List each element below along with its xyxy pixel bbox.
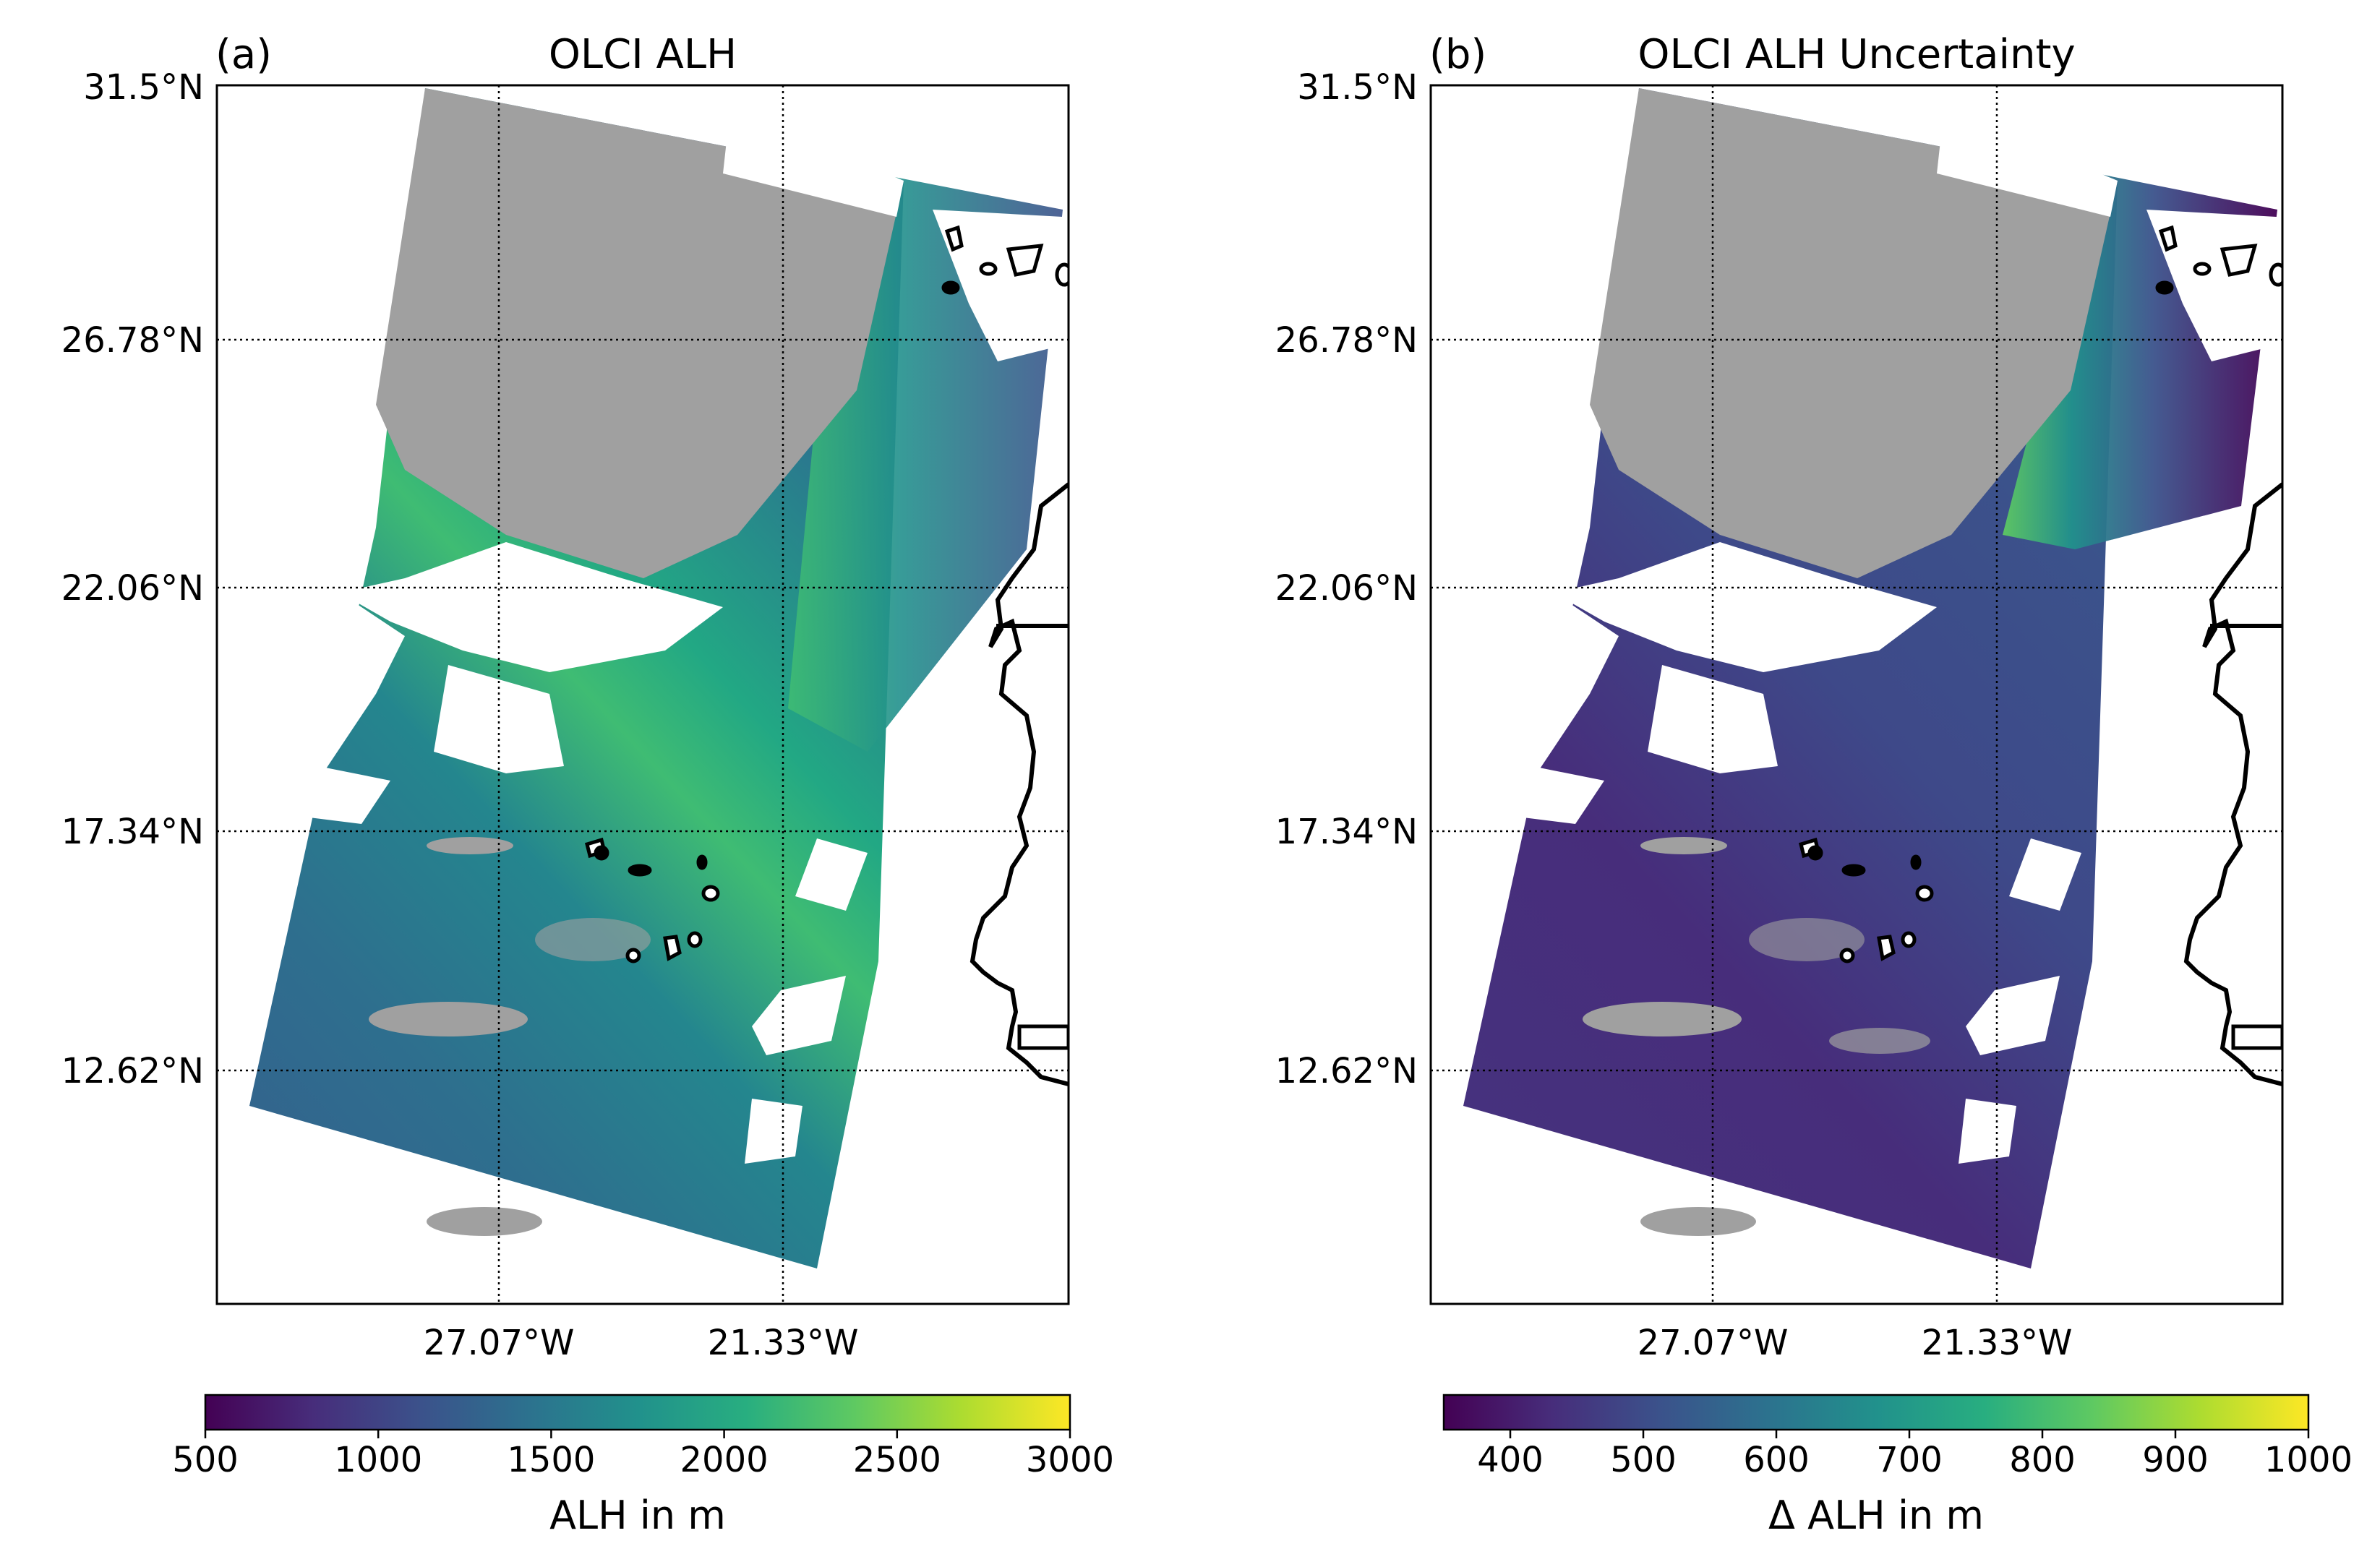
- uncertainty-colorbar-tick-label: 600: [1743, 1440, 1810, 1480]
- uncertainty-lat-tick-label: 26.78°N: [1275, 320, 1418, 361]
- uncertainty-lat-tick-label: 17.34°N: [1275, 812, 1418, 852]
- uncertainty-no-retrieval-south: [1583, 837, 1930, 1236]
- alh-colorbar-tick-label: 2000: [680, 1440, 769, 1480]
- alh-gridlines: [217, 85, 1069, 1304]
- uncertainty-colorbar-tick-label: 500: [1610, 1440, 1677, 1480]
- alh-colorbar-tick-label: 2500: [853, 1440, 941, 1480]
- alh-lon-tick-label: 27.07°W: [424, 1323, 575, 1363]
- alh-islands-cape-verde: [584, 837, 720, 963]
- alh-axes-frame: [215, 84, 1070, 1305]
- alh-colorbar-tick-label: 1500: [507, 1440, 595, 1480]
- alh-islands-north: [941, 225, 1069, 295]
- uncertainty-lon-tick-label: 27.07°W: [1638, 1323, 1789, 1363]
- alh-colorbar: [204, 1394, 1071, 1431]
- uncertainty-panel-label: (b): [1429, 31, 1486, 78]
- alh-no-retrieval-north: [376, 88, 904, 578]
- alh-no-retrieval-south: [369, 837, 651, 1236]
- uncertainty-title: OLCI ALH Uncertainty: [1638, 31, 2075, 78]
- uncertainty-colorbar-label: Δ ALH in m: [1768, 1493, 1984, 1538]
- alh-colorbar-label: ALH in m: [549, 1493, 726, 1538]
- uncertainty-lon-tick-label: 21.33°W: [1922, 1323, 2073, 1363]
- alh-panel-label: (a): [215, 31, 272, 78]
- alh-colorbar-tick-label: 500: [172, 1440, 239, 1480]
- uncertainty-islands-cape-verde: [1798, 837, 1934, 963]
- alh-title: OLCI ALH: [549, 31, 737, 78]
- uncertainty-axes-frame: [1429, 84, 2284, 1305]
- alh-cloud-gaps: [304, 108, 1063, 1164]
- uncertainty-colorbar: [1442, 1394, 2310, 1431]
- uncertainty-lat-tick-label: 22.06°N: [1275, 568, 1418, 609]
- uncertainty-colorbar-tick-label: 900: [2142, 1440, 2209, 1480]
- alh-lat-tick-label: 17.34°N: [61, 812, 204, 852]
- alh-coastline: [969, 482, 1069, 1086]
- alh-lat-tick-label: 26.78°N: [61, 320, 204, 361]
- uncertainty-colorbar-tick-label: 400: [1477, 1440, 1544, 1480]
- alh-lat-tick-label: 12.62°N: [61, 1051, 204, 1091]
- panel-uncertainty: (b) OLCI ALH Uncertainty 31.5°N 26.78°N …: [1275, 31, 2353, 1538]
- alh-colorbar-ticks: 500 1000 1500 2000 2500 3000: [172, 1430, 1114, 1480]
- uncertainty-coastline: [2183, 482, 2282, 1086]
- uncertainty-colorbar-ticks: 400 500 600 700 800 900 1000: [1477, 1430, 2353, 1480]
- alh-lat-tick-label: 22.06°N: [61, 568, 204, 609]
- alh-colorbar-tick-label: 1000: [334, 1440, 422, 1480]
- uncertainty-colorbar-tick-label: 700: [1876, 1440, 1943, 1480]
- alh-colorbar-tick-label: 3000: [1026, 1440, 1114, 1480]
- uncertainty-lat-tick-label: 31.5°N: [1297, 67, 1418, 108]
- alh-map: [249, 88, 1069, 1268]
- alh-lon-tick-label: 21.33°W: [708, 1323, 859, 1363]
- uncertainty-no-retrieval-north: [1590, 88, 2118, 578]
- panel-alh: (a) OLCI ALH 31.5°N 26.78°N 22.06°N 17.3…: [61, 31, 1114, 1538]
- uncertainty-gridlines: [1431, 85, 2282, 1304]
- uncertainty-map: [1463, 88, 2282, 1268]
- uncertainty-colorbar-tick-label: 1000: [2264, 1440, 2353, 1480]
- alh-lat-tick-label: 31.5°N: [83, 67, 204, 108]
- uncertainty-colorbar-tick-label: 800: [2009, 1440, 2076, 1480]
- uncertainty-islands-north: [2155, 225, 2282, 295]
- uncertainty-lat-tick-label: 12.62°N: [1275, 1051, 1418, 1091]
